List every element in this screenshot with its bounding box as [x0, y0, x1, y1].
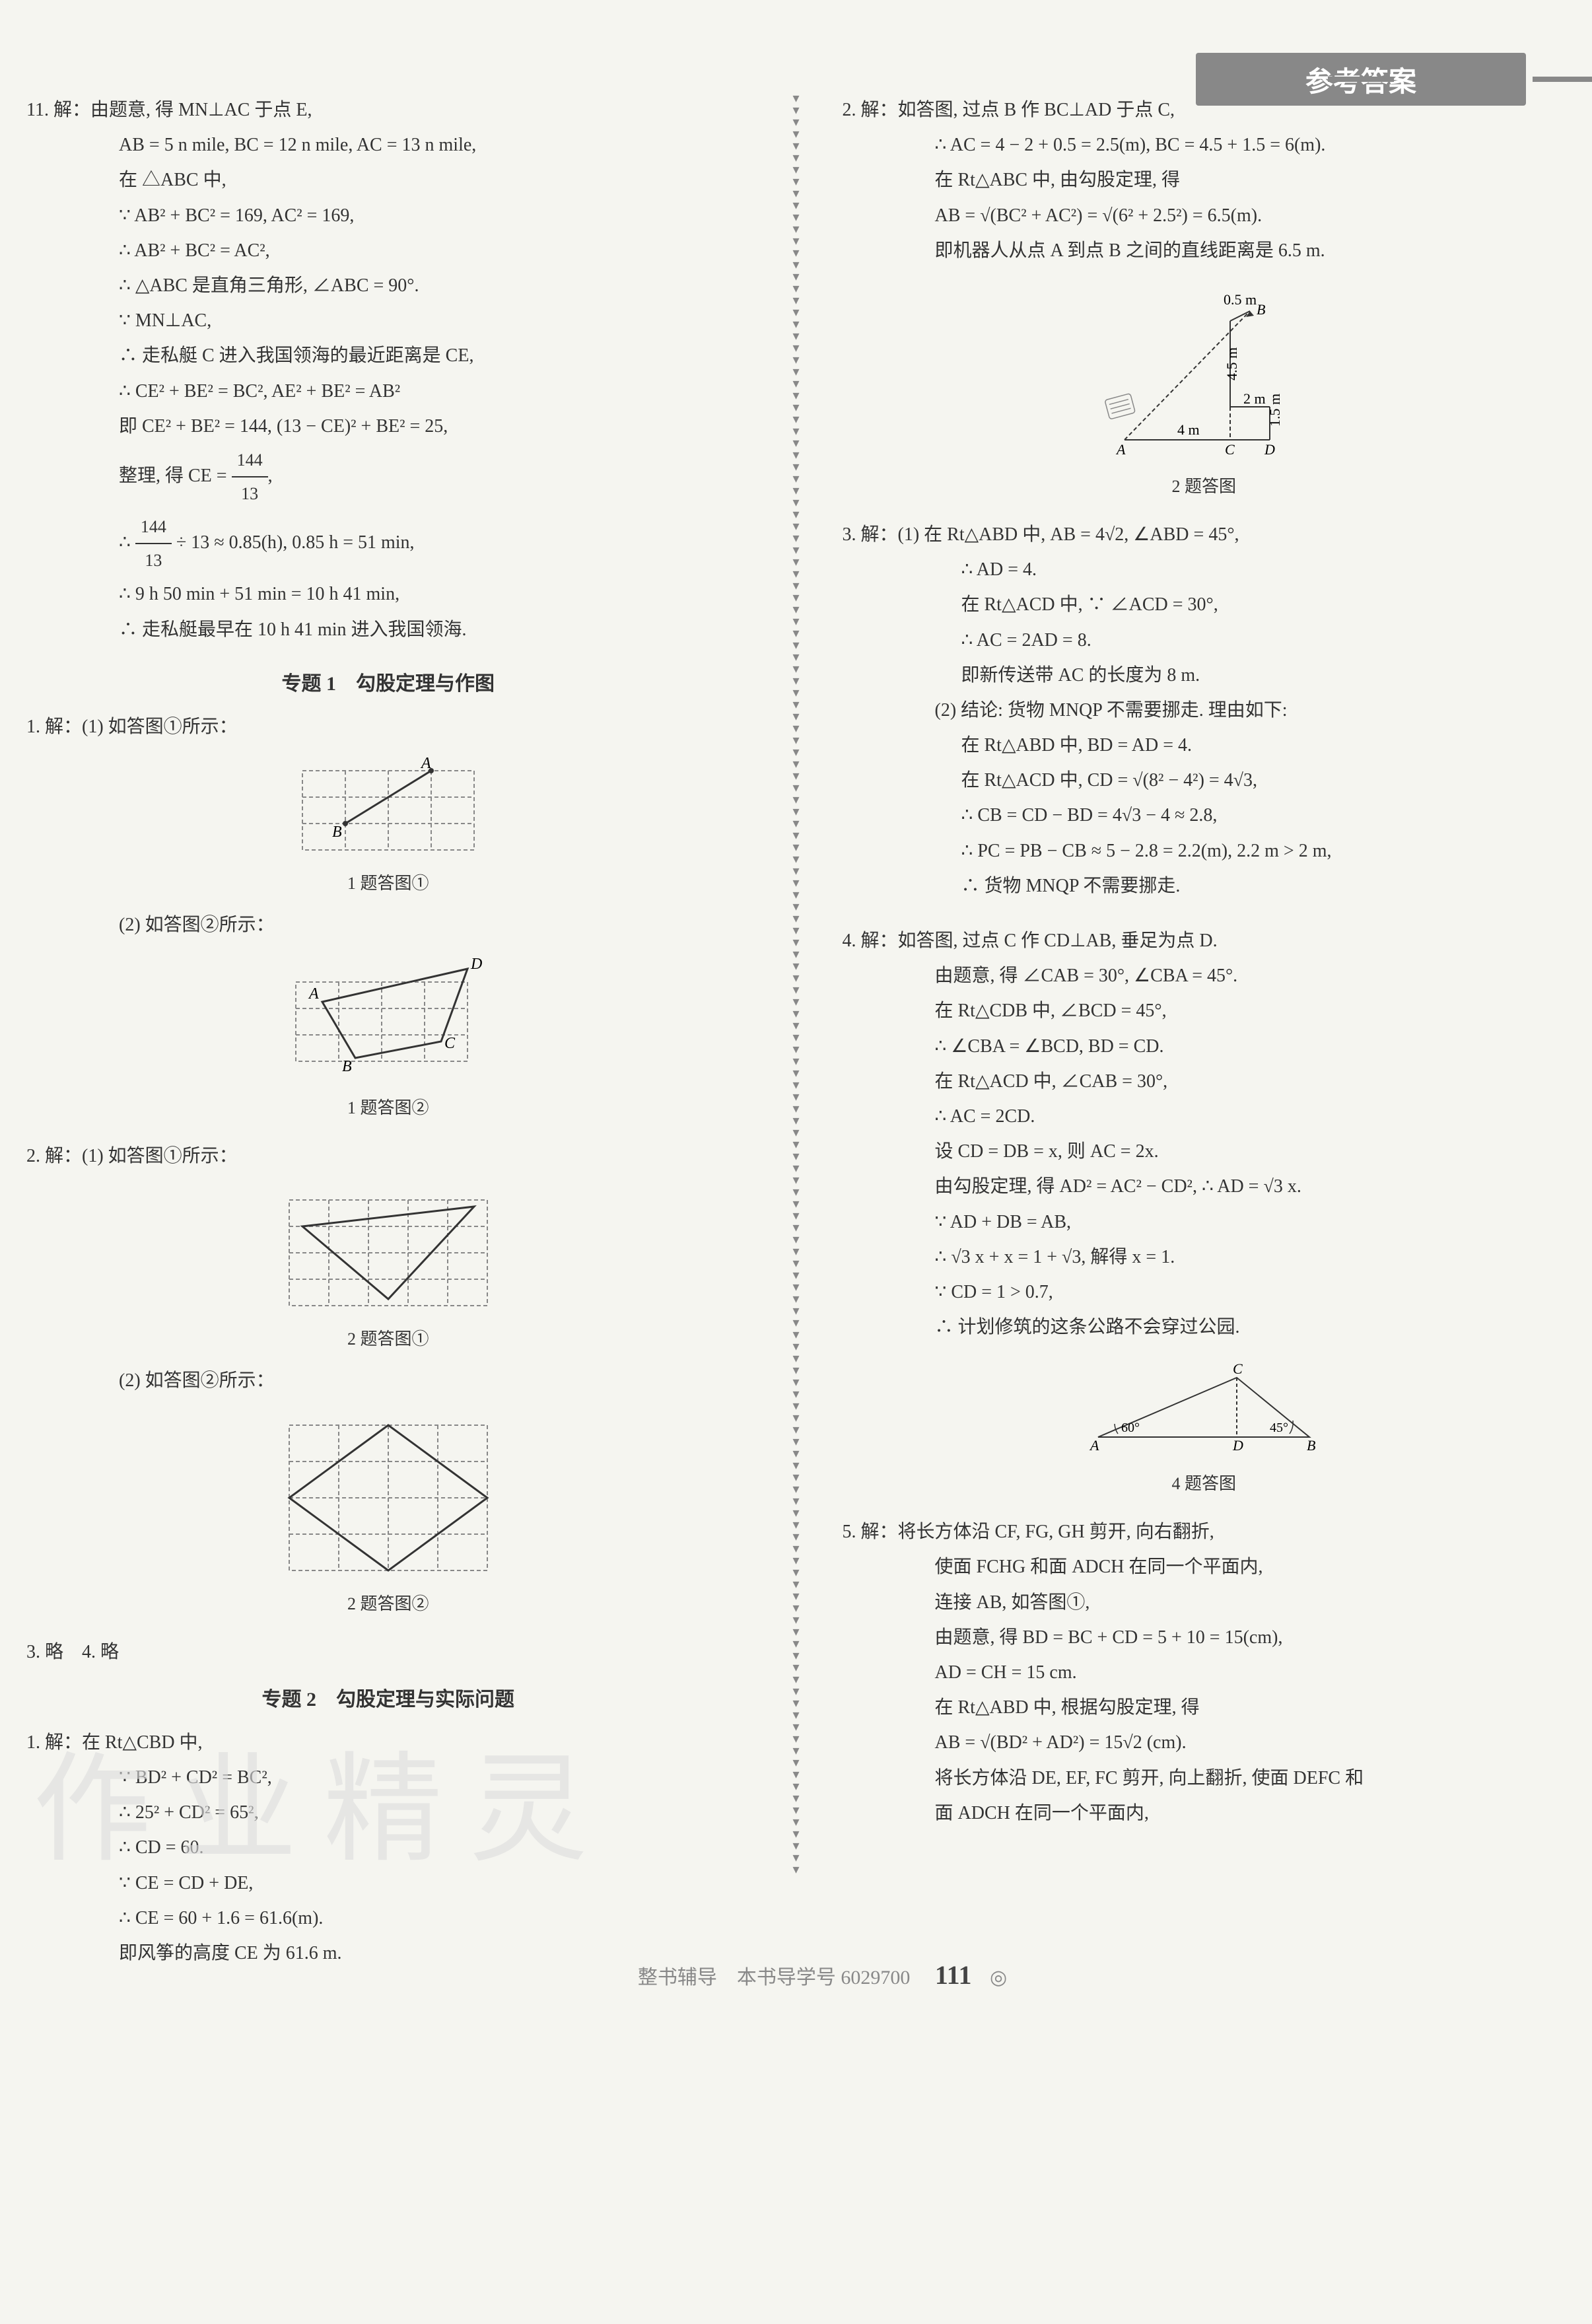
page-footer: 整书辅导 本书导学号 6029700 111 ◎ [26, 1959, 1592, 1990]
svg-text:B: B [1257, 301, 1265, 318]
p11-l8: ∴ CE² + BE² = BC², AE² + BE² = AB² [26, 374, 750, 409]
p11-l5: ∴ △ABC 是直角三角形, ∠ABC = 90°. [26, 268, 750, 303]
svg-text:B: B [332, 824, 342, 841]
right-p5: 5. 解：将长方体沿 CF, FG, GH 剪开, 向右翻折, 使面 FCHG … [843, 1514, 1566, 1831]
t1p2-cap2: 2 题答图② [26, 1590, 750, 1615]
t1p2-cap1: 2 题答图① [26, 1325, 750, 1350]
p11-l12: ∴ 9 h 50 min + 51 min = 10 h 41 min, [26, 577, 750, 612]
target-icon: ◎ [990, 1967, 1007, 1989]
t1p3: 3. 略 4. 略 [26, 1635, 750, 1670]
svg-text:D: D [1264, 441, 1275, 458]
right-p4: 4. 解：如答图, 过点 C 作 CD⊥AB, 垂足为点 D. 由题意, 得 ∠… [843, 923, 1566, 1495]
t1p2-l1: (2) 如答图②所示： [26, 1363, 750, 1398]
svg-text:2 m: 2 m [1243, 390, 1266, 407]
triangle-figure: 60° 45° A D B C [1072, 1358, 1336, 1463]
t1p1-cap1: 1 题答图① [26, 870, 750, 894]
page-content: 11. 解：由题意, 得 MN⊥AC 于点 E, AB = 5 n mile, … [26, 92, 1566, 1990]
p4-figure: 60° 45° A D B C 4 题答图 [843, 1358, 1566, 1495]
topic2-title: 专题 2 勾股定理与实际问题 [26, 1683, 750, 1712]
t1p1-l1: (2) 如答图②所示： [26, 907, 750, 942]
topic1-p1: 1. 解：(1) 如答图①所示： A B [26, 709, 750, 1119]
p11-l13: ∴ 走私艇最早在 10 h 41 min 进入我国领海. [26, 612, 750, 647]
p11-l9: 即 CE² + BE² = 144, (13 − CE)² + BE² = 25… [26, 409, 750, 444]
p4-caption: 4 题答图 [843, 1470, 1566, 1495]
topic1-p2: 2. 解：(1) 如答图①所示： 2 题答图① [26, 1139, 750, 1614]
p11-l4: ∴ AB² + BC² = AC², [26, 233, 750, 268]
right-p3: 3. 解：(1) 在 Rt△ABD 中, AB = 4√2, ∠ABD = 45… [843, 517, 1566, 903]
p11-l11: ∴ 14413 ÷ 13 ≈ 0.85(h), 0.85 h = 51 min, [26, 511, 750, 577]
grid-figure-1-2: A D C B [283, 956, 494, 1088]
grid-figure-2-1 [276, 1187, 501, 1319]
svg-text:1.5 m: 1.5 m [1266, 394, 1283, 427]
p2-caption: 2 题答图 [843, 473, 1566, 497]
svg-text:A: A [308, 985, 319, 1003]
svg-text:C: C [1233, 1360, 1243, 1377]
svg-text:D: D [470, 956, 482, 973]
t1p2-l0: 2. 解：(1) 如答图①所示： [26, 1139, 750, 1174]
topic1-title: 专题 1 勾股定理与作图 [26, 667, 750, 696]
svg-text:0.5 m: 0.5 m [1224, 291, 1257, 308]
p11-l10: 整理, 得 CE = 14413, [26, 444, 750, 511]
fraction: 14413 [232, 444, 268, 511]
grid-figure-1-1: A B [289, 757, 487, 863]
header-banner: 参考答案 [1196, 53, 1526, 106]
svg-text:4 m: 4 m [1177, 421, 1200, 438]
t1p2-fig2: 2 题答图② [26, 1412, 750, 1615]
footer-text: 整书辅导 本书导学号 6029700 [638, 1967, 911, 1989]
svg-text:A: A [1089, 1437, 1099, 1454]
svg-text:4.5 m: 4.5 m [1224, 347, 1240, 380]
topic2-p1: 1. 解：在 Rt△CBD 中, ∵ BD² + CD² = BC², ∴ 25… [26, 1725, 750, 1971]
left-column: 11. 解：由题意, 得 MN⊥AC 于点 E, AB = 5 n mile, … [26, 92, 750, 1990]
divider-arrows: ▾▾▾▾▾▾▾▾▾▾▾▾▾▾▾▾▾▾▾▾▾▾▾▾▾▾▾▾▾▾▾▾▾▾▾▾▾▾▾▾… [792, 92, 799, 1876]
page-number: 111 [935, 1960, 972, 1990]
p11-l3: ∵ AB² + BC² = 169, AC² = 169, [26, 198, 750, 233]
svg-text:B: B [1307, 1437, 1315, 1454]
svg-text:C: C [1225, 441, 1235, 458]
header-title: 参考答案 [1305, 59, 1416, 100]
p11-l2: 在 △ABC 中, [26, 162, 750, 197]
svg-text:C: C [444, 1035, 456, 1052]
t1p1-l0: 1. 解：(1) 如答图①所示： [26, 709, 750, 744]
p11-l7: ∴ 走私艇 C 进入我国领海的最近距离是 CE, [26, 338, 750, 373]
fraction: 14413 [135, 511, 172, 577]
svg-text:A: A [420, 757, 431, 772]
svg-text:B: B [342, 1058, 352, 1075]
right-column: 2. 解：如答图, 过点 B 作 BC⊥AD 于点 C, ∴ AC = 4 − … [843, 92, 1566, 1990]
t1p1-cap2: 1 题答图② [26, 1094, 750, 1119]
grid-figure-2-2 [276, 1412, 501, 1584]
svg-text:D: D [1232, 1437, 1243, 1454]
t1p2-fig1: 2 题答图① [26, 1187, 750, 1350]
t1p1-fig2: A D C B 1 题答图② [26, 956, 750, 1119]
p11-l0: 11. 解：由题意, 得 MN⊥AC 于点 E, [26, 92, 750, 127]
column-divider: ▾▾▾▾▾▾▾▾▾▾▾▾▾▾▾▾▾▾▾▾▾▾▾▾▾▾▾▾▾▾▾▾▾▾▾▾▾▾▾▾… [790, 92, 803, 1990]
robot-figure: 0.5 m B 4.5 m 2 m 1.5 m 4 m A C D [1085, 281, 1323, 466]
svg-text:45°: 45° [1270, 1421, 1288, 1435]
p11-l6: ∵ MN⊥AC, [26, 303, 750, 338]
problem-11: 11. 解：由题意, 得 MN⊥AC 于点 E, AB = 5 n mile, … [26, 92, 750, 647]
p2-figure: 0.5 m B 4.5 m 2 m 1.5 m 4 m A C D 2 题答图 [843, 281, 1566, 497]
svg-text:60°: 60° [1121, 1421, 1140, 1435]
right-p2: 2. 解：如答图, 过点 B 作 BC⊥AD 于点 C, ∴ AC = 4 − … [843, 92, 1566, 497]
p11-l1: AB = 5 n mile, BC = 12 n mile, AC = 13 n… [26, 127, 750, 162]
t1p1-fig1: A B 1 题答图① [26, 757, 750, 894]
svg-text:A: A [1115, 441, 1126, 458]
